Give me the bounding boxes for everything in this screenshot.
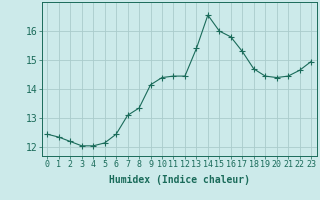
X-axis label: Humidex (Indice chaleur): Humidex (Indice chaleur) <box>109 175 250 185</box>
